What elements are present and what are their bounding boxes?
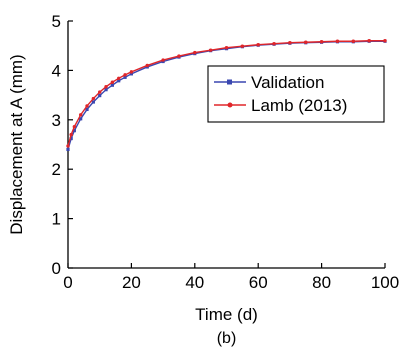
x-tick-label: 80	[312, 273, 331, 292]
data-point	[123, 75, 127, 79]
data-point	[66, 144, 70, 148]
data-point	[129, 72, 133, 76]
series-layer	[66, 39, 387, 152]
data-point	[85, 104, 89, 108]
data-point	[272, 42, 276, 46]
y-tick-label: 2	[52, 160, 61, 179]
x-tick-label: 100	[371, 273, 399, 292]
data-point	[72, 125, 77, 129]
data-point	[69, 136, 73, 141]
data-point	[91, 100, 95, 104]
y-tick-label: 5	[52, 12, 61, 31]
data-point	[69, 132, 73, 137]
y-tick-label: 3	[52, 111, 61, 130]
data-point	[208, 48, 213, 52]
data-point	[240, 44, 245, 48]
data-point	[383, 39, 387, 43]
data-point	[72, 129, 76, 133]
data-point	[129, 70, 134, 74]
data-point	[367, 39, 371, 43]
panel-label: (b)	[217, 330, 237, 347]
series-2	[66, 39, 387, 148]
data-point	[177, 54, 181, 58]
data-point	[256, 43, 260, 47]
data-point	[79, 117, 83, 121]
x-tick-label: 20	[122, 273, 141, 292]
data-point	[319, 40, 324, 44]
data-point	[110, 80, 115, 84]
data-point	[98, 93, 102, 98]
labels-layer: Time (d) Displacement at A (mm) (b)	[7, 54, 258, 347]
y-tick-label: 0	[52, 259, 61, 278]
legend: Validation Lamb (2013)	[207, 65, 385, 123]
data-point	[288, 41, 292, 45]
data-point	[98, 90, 102, 94]
data-point	[304, 40, 308, 44]
data-point	[123, 73, 127, 77]
data-point	[145, 63, 149, 68]
y-tick-label: 1	[52, 210, 61, 229]
x-axis-title: Time (d)	[195, 305, 258, 324]
data-point	[335, 39, 340, 43]
y-tick-label: 4	[52, 61, 61, 80]
legend-label: Lamb (2013)	[251, 96, 347, 115]
data-point	[117, 79, 121, 83]
x-tick-label: 60	[249, 273, 268, 292]
data-point	[351, 39, 355, 43]
x-tick-label: 0	[63, 273, 72, 292]
data-point	[224, 45, 229, 50]
legend-marker	[227, 79, 232, 85]
data-point	[78, 113, 83, 117]
data-point	[117, 76, 121, 81]
y-axis-title: Displacement at A (mm)	[7, 54, 26, 234]
legend-marker	[227, 102, 233, 108]
data-point	[110, 83, 114, 87]
data-point	[104, 85, 108, 89]
legend-label: Validation	[251, 73, 324, 92]
data-point	[66, 147, 70, 152]
x-tick-label: 40	[185, 273, 204, 292]
data-point	[85, 107, 89, 112]
data-point	[91, 96, 96, 101]
series-line	[67, 40, 385, 147]
legend-box	[207, 65, 385, 123]
data-point	[193, 50, 197, 55]
data-point	[161, 58, 165, 62]
data-point	[104, 88, 108, 92]
axes: 0 20 40 60 80 100 0 1 2 3 4 5	[52, 12, 399, 292]
